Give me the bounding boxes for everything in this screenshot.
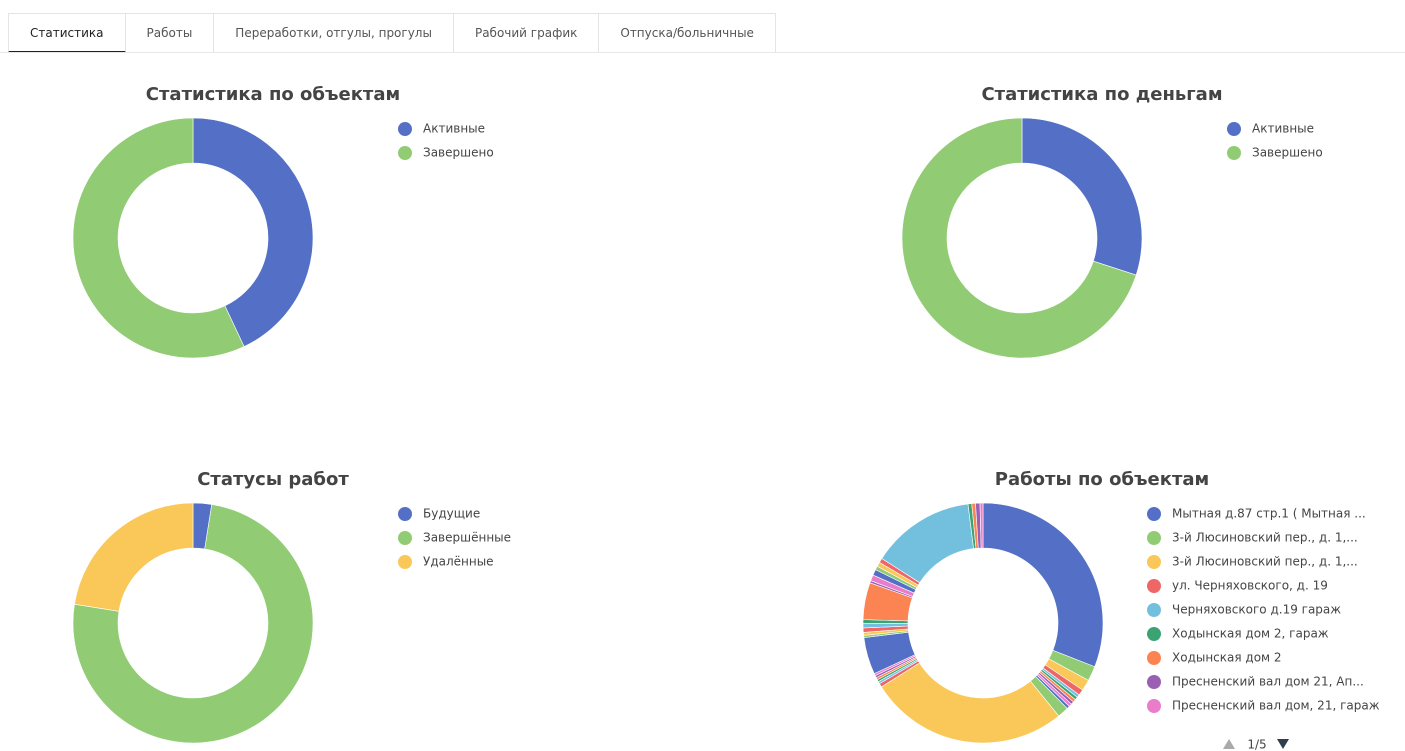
pie-slice <box>1021 117 1143 276</box>
legend-label: Будущие <box>423 507 480 521</box>
pie-slice <box>982 502 1104 668</box>
chart-title: Статистика по деньгам <box>981 84 1222 105</box>
legend-label: Активные <box>1252 122 1314 136</box>
legend-label: Завершено <box>1252 146 1323 160</box>
tab-divider <box>0 52 1405 53</box>
legend-swatch <box>1147 555 1161 569</box>
legend-label: Завершённые <box>423 531 511 545</box>
tab-bar: Статистика Работы Переработки, отгулы, про… <box>8 13 776 53</box>
legend-label: Черняховского д.19 гараж <box>1172 603 1341 617</box>
pie-slice <box>72 504 314 744</box>
legend-label: Удалённые <box>423 555 494 569</box>
legend-swatch <box>1147 651 1161 665</box>
legend-prev[interactable] <box>1223 739 1235 749</box>
pie-slice <box>74 502 194 612</box>
legend-next[interactable] <box>1277 739 1289 749</box>
legend-label: Пресненский вал дом, 21, гараж <box>1172 699 1380 713</box>
legend-swatch <box>398 555 412 569</box>
chart-title: Работы по объектам <box>995 469 1210 490</box>
legend-swatch <box>1147 675 1161 689</box>
legend-label: Ходынская дом 2 <box>1172 651 1282 665</box>
legend-label: Пресненский вал дом 21, Ап... <box>1172 675 1364 689</box>
pie-slice <box>72 117 245 359</box>
legend-swatch <box>1147 579 1161 593</box>
legend-swatch <box>398 531 412 545</box>
pie-slice <box>979 502 984 549</box>
chart-title: Статистика по объектам <box>146 84 400 105</box>
pie-slice <box>901 117 1137 359</box>
legend-swatch <box>398 146 412 160</box>
legend-swatch <box>1147 603 1161 617</box>
legend-swatch <box>1147 699 1161 713</box>
legend-swatch <box>1227 122 1241 136</box>
pie-slice <box>192 117 314 347</box>
legend-swatch <box>398 507 412 521</box>
legend-label: ул. Черняховского, д. 19 <box>1172 579 1328 593</box>
legend-swatch <box>1147 531 1161 545</box>
legend-label: Активные <box>423 122 485 136</box>
legend-label: Ходынская дом 2, гараж <box>1172 627 1329 641</box>
chart-title: Статусы работ <box>197 469 349 490</box>
legend-swatch <box>398 122 412 136</box>
legend-swatch <box>1147 507 1161 521</box>
legend-label: 3-й Люсиновский пер., д. 1,... <box>1172 555 1358 569</box>
legend-label: 3-й Люсиновский пер., д. 1,... <box>1172 531 1358 545</box>
legend-label: Мытная д.87 стр.1 ( Мытная ... <box>1172 507 1366 521</box>
legend-page: 1/5 <box>1247 738 1266 751</box>
legend-label: Завершено <box>423 146 494 160</box>
pie-slice <box>880 662 1060 744</box>
legend-swatch <box>1147 627 1161 641</box>
legend-swatch <box>1227 146 1241 160</box>
